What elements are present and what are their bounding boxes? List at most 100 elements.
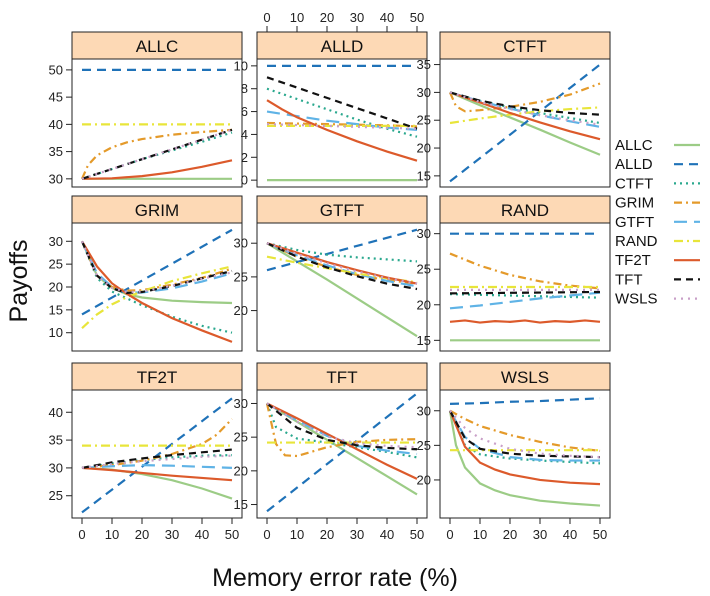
panel-title-gtft: GTFT xyxy=(320,201,364,220)
series-tft-wsls xyxy=(266,402,418,449)
series-gtft-tft xyxy=(266,242,418,291)
series-rand-ctft xyxy=(449,293,601,299)
y-tick-label-allc-30: 30 xyxy=(49,171,63,186)
y-tick-label-alld-6: 6 xyxy=(241,104,248,119)
legend-label-tf2t: TF2T xyxy=(615,252,651,269)
y-tick-label-allc-50: 50 xyxy=(49,62,63,77)
series-gtft-alld xyxy=(266,228,418,272)
y-tick-label-tf2t-25: 25 xyxy=(49,488,63,503)
y-axis-title: Payoffs xyxy=(5,240,33,323)
series-wsls-wsls xyxy=(449,410,601,459)
x-tick-label-tf2t-30: 30 xyxy=(165,527,179,542)
panel-title-rand: RAND xyxy=(501,201,549,220)
y-tick-label-alld-8: 8 xyxy=(241,81,248,96)
series-allc-wsls xyxy=(81,128,233,180)
series-tf2t-gtft xyxy=(81,464,233,470)
series-tft-alld xyxy=(266,392,418,513)
y-tick-label-tft-20: 20 xyxy=(234,463,248,478)
y-tick-label-wsls-30: 30 xyxy=(417,403,431,418)
series-rand-tft xyxy=(449,290,601,295)
panel-tf2t: TF2T 25 30 35 40 0 10 20 30 40 50 xyxy=(49,362,243,542)
x-tick-label-tf2t-40: 40 xyxy=(195,527,209,542)
series-tf2t-tf2t xyxy=(81,466,233,482)
series-tft-gtft xyxy=(266,402,418,456)
y-tick-label-grim-30: 30 xyxy=(49,234,63,249)
y-tick-label-allc-40: 40 xyxy=(49,117,63,132)
x-tick-label-wsls-0: 0 xyxy=(446,527,453,542)
series-allc-tf2t xyxy=(81,159,233,180)
x-tick-top-label-alld-0: 0 xyxy=(263,10,270,25)
panel-strip-tft xyxy=(256,362,428,391)
x-tick-label-tft-10: 10 xyxy=(290,527,304,542)
panel-frame-alld xyxy=(256,58,428,188)
series-grim-gtft xyxy=(81,240,233,294)
panel-title-tft: TFT xyxy=(326,368,357,387)
panel-frame-gtft xyxy=(256,222,428,352)
panel-strip-gtft xyxy=(256,195,428,224)
x-axis-title: Memory error rate (%) xyxy=(212,564,458,592)
panel-strip-grim xyxy=(71,195,243,224)
panel-rand: RAND 15 20 25 30 xyxy=(417,195,611,352)
series-grim-tf2t xyxy=(81,240,233,343)
y-tick-label-alld-0: 0 xyxy=(241,173,248,188)
series-alld-tft xyxy=(266,76,418,130)
panel-title-tf2t: TF2T xyxy=(137,368,178,387)
x-tick-label-tft-0: 0 xyxy=(263,527,270,542)
series-gtft-wsls xyxy=(266,242,418,285)
series-gtft-tf2t xyxy=(266,242,418,285)
panel-title-wsls: WSLS xyxy=(501,368,549,387)
series-allc-grim xyxy=(80,128,233,180)
y-tick-label-ctft-25: 25 xyxy=(417,113,431,128)
panel-strip-allc xyxy=(71,31,243,60)
panels-layer: ALLC 30 35 40 45 50 ALLD 0 2 4 6 8 10 0 10 20 30 40 50 CTFT… xyxy=(49,10,611,542)
series-alld-tf2t xyxy=(266,99,418,162)
y-tick-label-ctft-30: 30 xyxy=(417,85,431,100)
x-tick-label-tf2t-20: 20 xyxy=(135,527,149,542)
panel-frame-tft xyxy=(256,389,428,519)
series-tft-tf2t xyxy=(266,402,418,480)
series-tf2t-grim xyxy=(81,418,233,470)
y-tick-label-tft-30: 30 xyxy=(234,396,248,411)
panel-frame-ctft xyxy=(439,58,611,188)
legend-label-grim: GRIM xyxy=(615,195,654,212)
x-tick-top-label-alld-40: 40 xyxy=(380,10,394,25)
x-tick-label-tf2t-50: 50 xyxy=(225,527,239,542)
panel-title-alld: ALLD xyxy=(321,37,364,56)
y-tick-label-tf2t-40: 40 xyxy=(49,405,63,420)
panel-series-gtft xyxy=(266,228,418,338)
x-tick-label-tft-40: 40 xyxy=(380,527,394,542)
y-tick-label-gtft-30: 30 xyxy=(234,236,248,251)
y-tick-label-ctft-15: 15 xyxy=(417,168,431,183)
panel-ctft: CTFT 15 20 25 30 35 xyxy=(417,31,611,188)
x-tick-label-wsls-50: 50 xyxy=(593,527,607,542)
y-tick-label-wsls-20: 20 xyxy=(417,472,431,487)
y-tick-label-wsls-25: 25 xyxy=(417,438,431,453)
legend-label-allc: ALLC xyxy=(615,137,653,154)
series-wsls-tf2t xyxy=(448,410,601,486)
series-gtft-ctft xyxy=(266,242,418,263)
y-tick-label-alld-4: 4 xyxy=(241,127,248,142)
series-rand-gtft xyxy=(449,291,601,310)
y-tick-label-ctft-35: 35 xyxy=(417,57,431,72)
series-ctft-wsls xyxy=(449,91,601,126)
series-ctft-rand xyxy=(449,106,601,125)
series-tf2t-tft xyxy=(81,448,233,469)
x-tick-top-label-alld-10: 10 xyxy=(290,10,304,25)
x-tick-label-wsls-20: 20 xyxy=(503,527,517,542)
series-tf2t-alld xyxy=(81,397,233,514)
series-grim-rand xyxy=(81,265,233,329)
y-tick-label-tft-15: 15 xyxy=(234,497,248,512)
panel-title-allc: ALLC xyxy=(136,37,179,56)
x-tick-label-tf2t-10: 10 xyxy=(105,527,119,542)
series-wsls-grim xyxy=(449,409,601,452)
panel-alld: ALLD 0 2 4 6 8 10 0 10 20 30 40 50 xyxy=(234,10,428,188)
panel-frame-rand xyxy=(439,222,611,352)
x-tick-label-tft-20: 20 xyxy=(320,527,334,542)
panel-series-wsls xyxy=(448,397,601,507)
panel-gtft: GTFT 20 25 30 xyxy=(234,195,428,352)
series-wsls-alld xyxy=(449,397,601,405)
series-ctft-tft xyxy=(449,91,601,116)
y-tick-label-tf2t-30: 30 xyxy=(49,460,63,475)
panel-series-ctft xyxy=(448,63,601,183)
